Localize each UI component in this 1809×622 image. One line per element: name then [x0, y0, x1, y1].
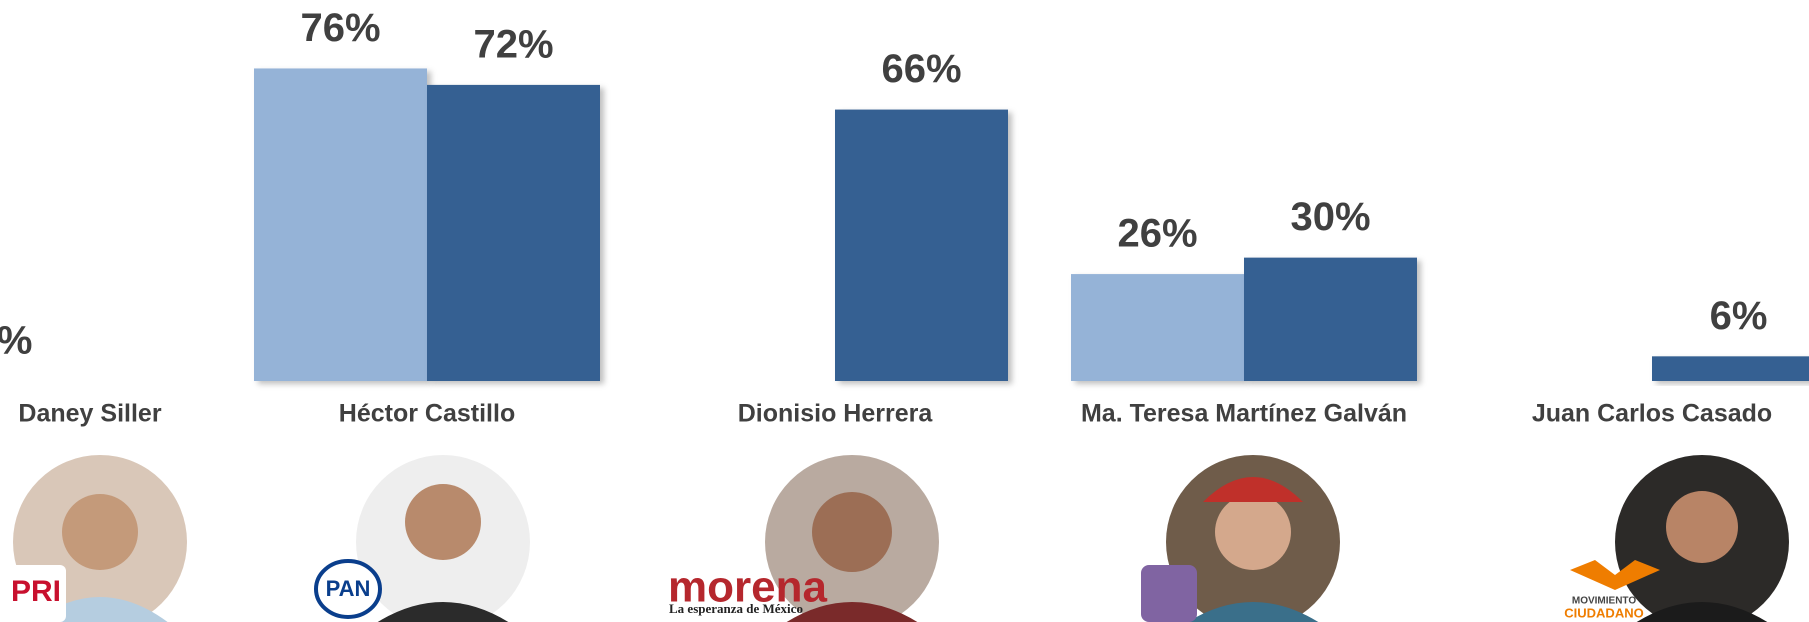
x-tick-label: Juan Carlos Casado — [1532, 400, 1772, 428]
bar — [835, 110, 1008, 381]
logo-text: PRI — [11, 575, 61, 608]
photo — [356, 455, 530, 622]
x-tick-label: Ma. Teresa Martínez Galván — [1081, 400, 1407, 428]
page: Daney Siller 0% Héctor Castillo 76% 72% Dioni… — [0, 0, 1809, 622]
photos — [13, 455, 1789, 622]
value-label: 66% — [881, 47, 961, 91]
value-label: 0% — [0, 319, 32, 363]
x-tick-label: Dionisio Herrera — [738, 400, 934, 428]
bar — [427, 85, 600, 381]
value-label: 6% — [1710, 294, 1768, 338]
logo-square — [1141, 565, 1197, 622]
x-tick-label: Daney Siller — [18, 400, 161, 428]
bar — [1071, 274, 1244, 381]
photo — [1615, 455, 1789, 622]
logo-text: PAN — [326, 576, 371, 601]
x-tick-label: Héctor Castillo — [339, 400, 515, 428]
logo-text: CIUDADANO — [1564, 605, 1643, 620]
value-label: 26% — [1117, 212, 1197, 256]
bar — [1652, 356, 1809, 381]
chart: Daney Siller 0% Héctor Castillo 76% 72% Dioni… — [0, 0, 1809, 622]
logo-text: La esperanza de México — [669, 601, 803, 616]
value-label: 30% — [1290, 195, 1370, 239]
bar — [1244, 258, 1417, 381]
bar — [254, 68, 427, 381]
value-label: 72% — [473, 22, 553, 66]
value-label: 76% — [300, 6, 380, 50]
